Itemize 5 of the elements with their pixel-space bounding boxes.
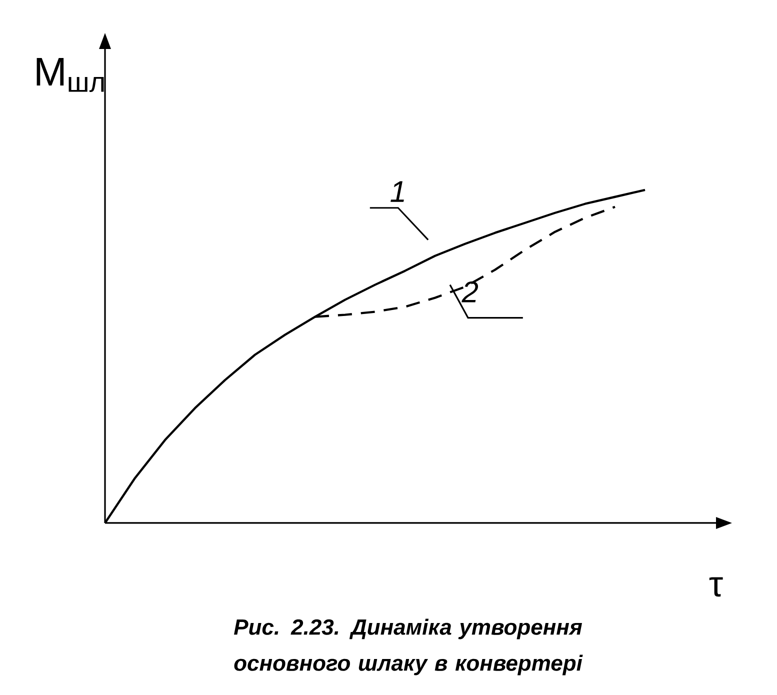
x-axis-title: τ xyxy=(709,577,723,597)
series-label: 2 xyxy=(462,281,478,302)
text: Рис. 2.23. Динаміка утворення основного шлаку в конвертері xyxy=(234,618,583,676)
text: 1 xyxy=(390,181,404,202)
y-axis-title: M$_{шл}$ xyxy=(36,58,104,92)
